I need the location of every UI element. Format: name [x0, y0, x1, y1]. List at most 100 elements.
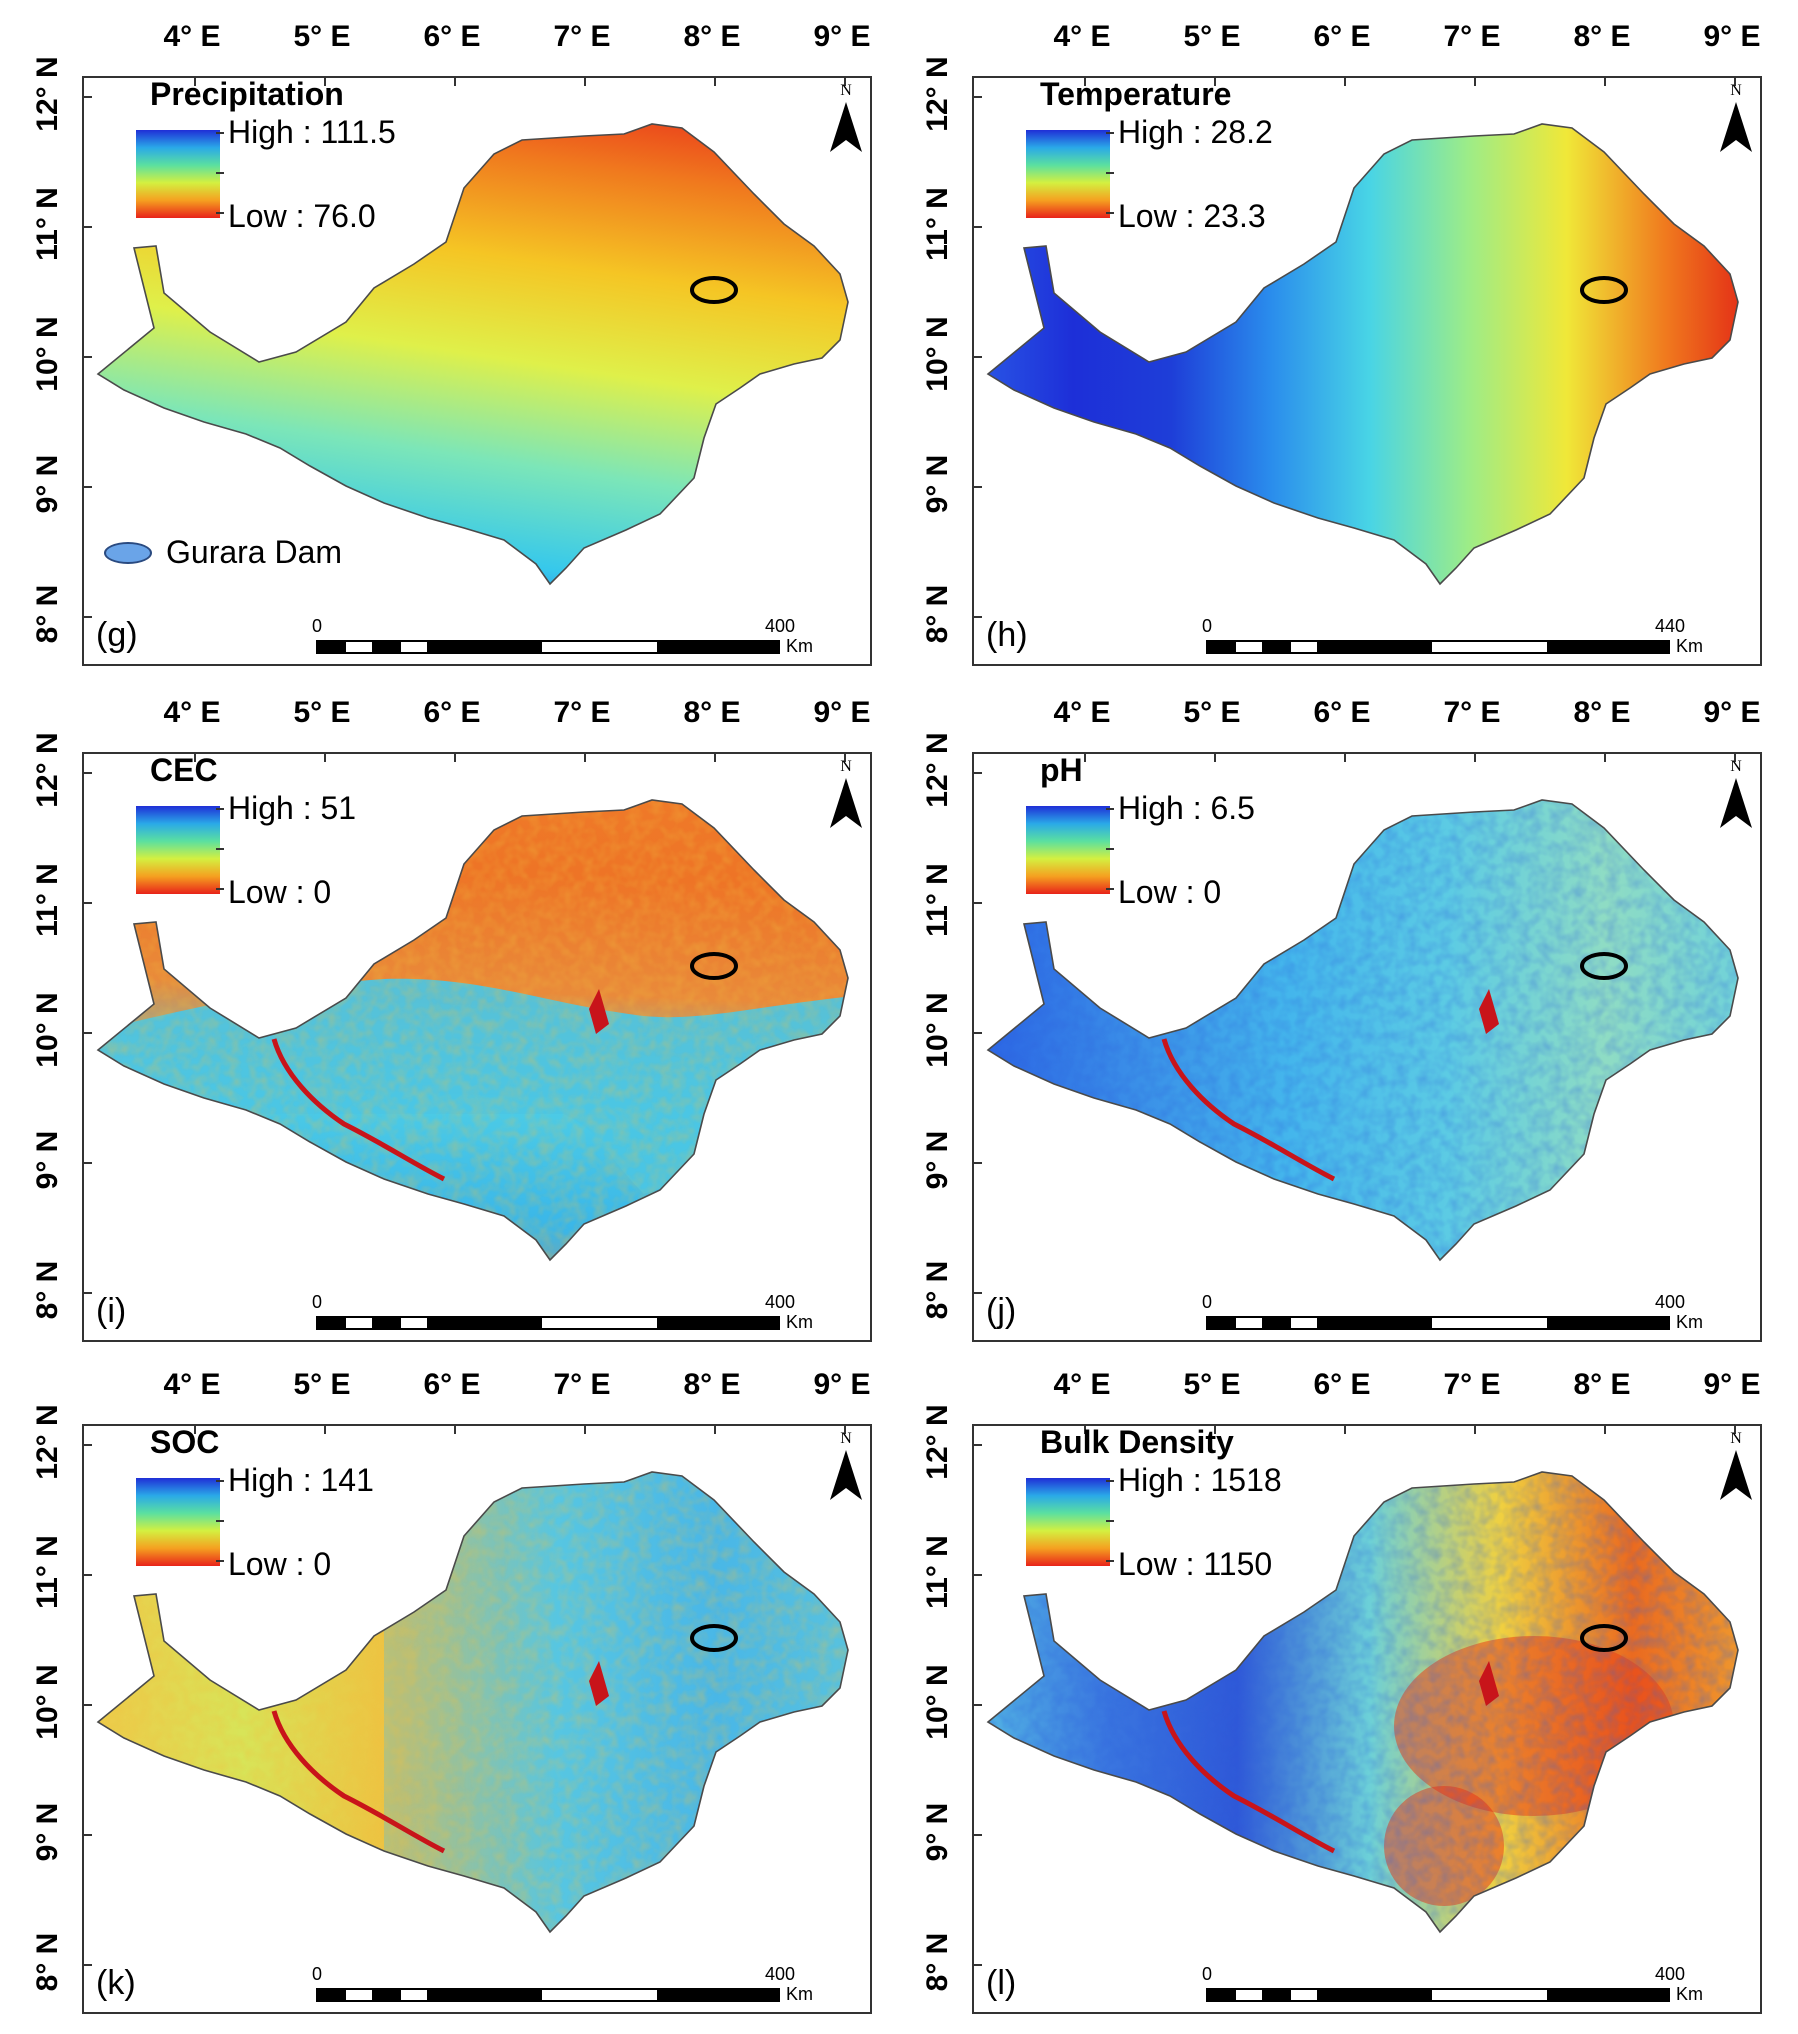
longitude-label: 4° E — [1053, 696, 1111, 729]
frame-tick — [974, 772, 982, 774]
frame-tick — [1084, 754, 1086, 762]
scale-bar-segment — [1208, 642, 1236, 652]
longitude-label: 5° E — [293, 1368, 351, 1401]
latitude-label: 10° N — [31, 316, 64, 392]
scale-max-label: 400 — [764, 1964, 796, 1984]
latitude-label: 11° N — [31, 863, 64, 937]
longitude-label: 4° E — [163, 696, 221, 729]
frame-tick — [84, 772, 92, 774]
scale-zero-label: 0 — [312, 1964, 323, 1984]
scale-bar: 0 400 Km — [312, 1964, 836, 2006]
gurara-dam-marker — [1580, 276, 1628, 304]
legend-tick — [1106, 1520, 1114, 1522]
frame-tick — [974, 1444, 982, 1446]
longitude-label: 7° E — [1443, 20, 1501, 53]
scale-bar-segment — [1317, 1318, 1433, 1328]
north-arrow: N — [1716, 758, 1756, 842]
latitude-label: 8° N — [921, 584, 954, 644]
frame-tick — [194, 78, 196, 86]
scale-bar: 0 400 Km — [1202, 1964, 1726, 2006]
longitude-label: 6° E — [423, 20, 481, 53]
frame-tick — [454, 1426, 456, 1434]
latitude-label: 12° N — [31, 732, 64, 808]
map-title: pH — [1040, 752, 1083, 788]
latitude-label: 12° N — [921, 56, 954, 132]
longitude-label: 8° E — [1573, 696, 1631, 729]
scale-bar-segment — [371, 1990, 402, 2000]
north-arrow-icon — [1720, 778, 1752, 828]
map-frame: Temperature High : 28.2 Low : 23.3 N (h) 0 440… — [972, 76, 1762, 666]
latitude-label: 9° N — [921, 1802, 954, 1862]
region-map — [986, 799, 1739, 1262]
gurara-dam-marker — [690, 952, 738, 980]
longitude-label: 6° E — [1313, 20, 1371, 53]
scale-bar-segment — [371, 642, 402, 652]
latitude-label: 8° N — [31, 1260, 64, 1320]
north-arrow: N — [826, 758, 866, 842]
scale-bar-segment — [1432, 1318, 1548, 1328]
latitude-label: 10° N — [921, 992, 954, 1068]
scale-bar-segment — [1261, 1318, 1292, 1328]
scale-bar-segment — [371, 1318, 402, 1328]
map-panel-i: 4° E 5° E 6° E 7° E 8° E 9° E 12° N 11° N 10° N 9… — [0, 676, 890, 1352]
latitude-label: 12° N — [31, 56, 64, 132]
north-arrow-icon — [1720, 102, 1752, 152]
legend-tick — [1106, 212, 1114, 214]
frame-tick — [194, 754, 196, 762]
frame-tick — [1214, 1426, 1216, 1434]
legend-color-ramp — [136, 130, 224, 218]
latitude-label: 10° N — [31, 1664, 64, 1740]
scale-bar-segment — [1432, 1990, 1548, 2000]
reservoir-patch — [1479, 989, 1499, 1034]
frame-tick — [84, 1574, 92, 1576]
legend-high-label: High : 141 — [228, 1462, 374, 1498]
river-line — [1161, 1038, 1336, 1182]
scale-bar-segment — [401, 642, 428, 652]
latitude-label: 10° N — [31, 992, 64, 1068]
dam-legend-icon — [104, 541, 152, 564]
north-arrow: N — [1716, 82, 1756, 166]
region-outline — [96, 1471, 849, 1934]
frame-tick — [974, 486, 982, 488]
legend-tick — [216, 132, 224, 134]
longitude-label: 7° E — [553, 696, 611, 729]
frame-tick — [1604, 754, 1606, 762]
frame-tick — [1344, 78, 1346, 86]
latitude-label: 12° N — [921, 732, 954, 808]
latitude-label: 11° N — [921, 863, 954, 937]
longitude-label: 5° E — [1183, 696, 1241, 729]
north-label: N — [1730, 758, 1742, 775]
scale-bar: 0 400 Km — [312, 1292, 836, 1334]
north-arrow: N — [826, 1430, 866, 1514]
longitude-label: 8° E — [683, 1368, 741, 1401]
scale-bar-segment — [1547, 642, 1669, 652]
frame-tick — [454, 78, 456, 86]
scale-max-label: 400 — [1654, 1292, 1686, 1312]
scale-bar: 0 400 Km — [312, 616, 836, 658]
scale-bar-segment — [542, 1990, 658, 2000]
legend-tick — [216, 888, 224, 890]
frame-tick — [1344, 1426, 1346, 1434]
legend-tick — [216, 808, 224, 810]
scale-max-label: 400 — [764, 616, 796, 636]
longitude-label: 4° E — [163, 20, 221, 53]
legend-high-label: High : 111.5 — [228, 114, 396, 150]
reservoir-patch — [589, 989, 609, 1034]
frame-tick — [194, 1426, 196, 1434]
longitude-label: 9° E — [813, 1368, 871, 1401]
legend-high-label: High : 1518 — [1118, 1462, 1282, 1498]
longitude-label: 4° E — [1053, 1368, 1111, 1401]
scale-bar-segment — [1291, 1318, 1318, 1328]
region-map — [986, 1471, 1739, 1934]
frame-tick — [1084, 78, 1086, 86]
legend-tick — [216, 1560, 224, 1562]
frame-tick — [1214, 754, 1216, 762]
frame-tick — [84, 226, 92, 228]
gurara-dam-marker — [690, 1624, 738, 1652]
frame-tick — [1604, 78, 1606, 86]
region-map — [986, 123, 1739, 586]
frame-tick — [84, 1704, 92, 1706]
longitude-label: 9° E — [1703, 696, 1761, 729]
frame-tick — [1734, 1426, 1736, 1434]
frame-tick — [974, 1964, 982, 1966]
